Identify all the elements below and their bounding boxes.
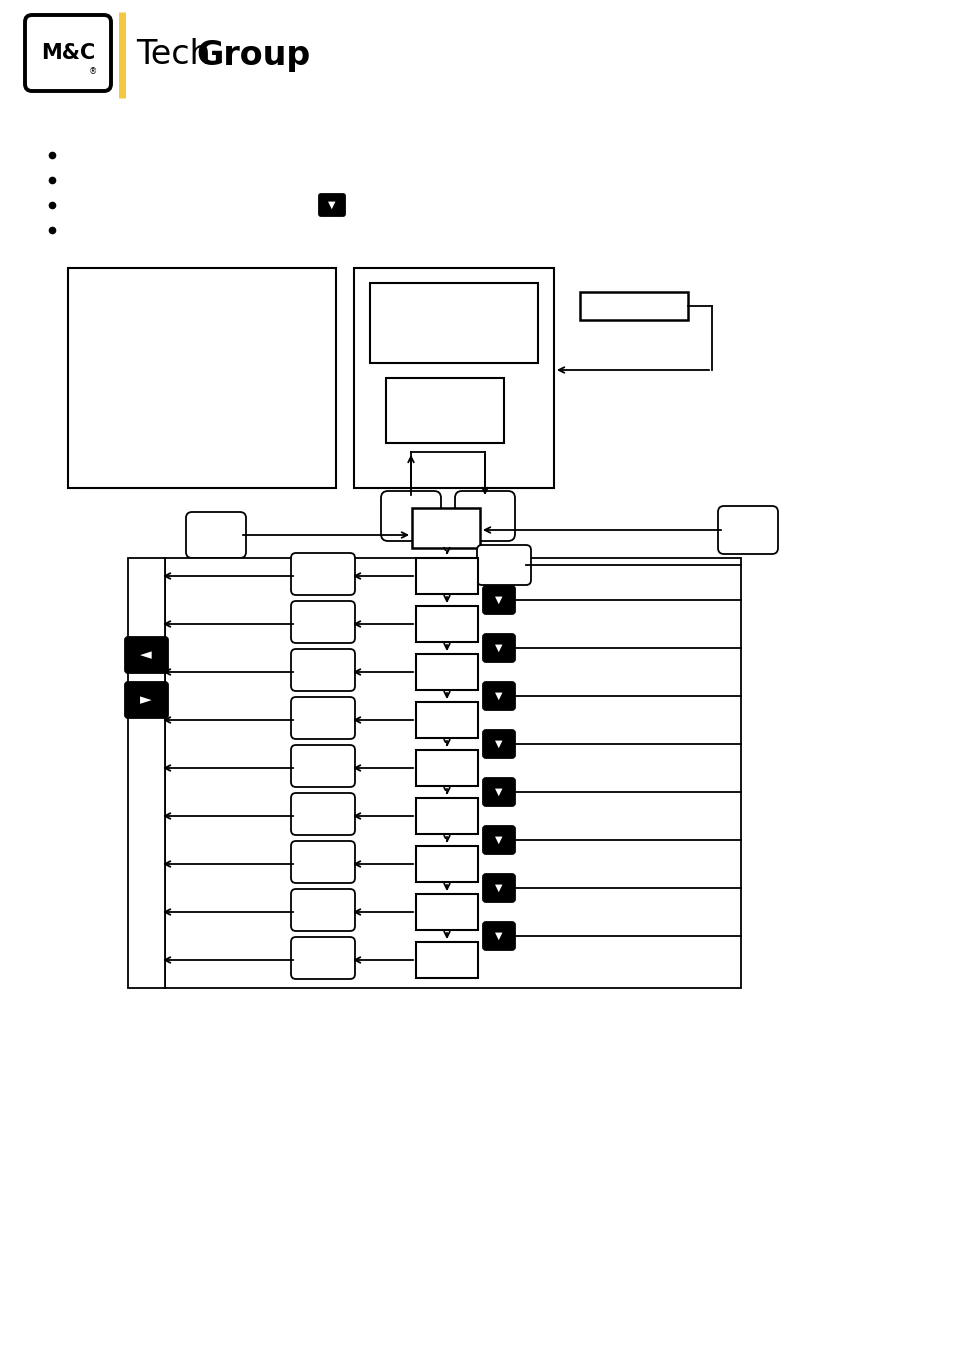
FancyBboxPatch shape bbox=[186, 512, 246, 558]
Text: Group: Group bbox=[195, 39, 310, 72]
Text: ®: ® bbox=[89, 68, 97, 77]
Bar bbox=[412, 508, 479, 548]
Bar bbox=[416, 702, 477, 738]
FancyBboxPatch shape bbox=[476, 545, 531, 585]
FancyBboxPatch shape bbox=[291, 890, 355, 932]
FancyBboxPatch shape bbox=[718, 506, 778, 554]
FancyBboxPatch shape bbox=[380, 491, 440, 541]
Bar bbox=[416, 558, 477, 594]
FancyBboxPatch shape bbox=[482, 873, 515, 902]
FancyBboxPatch shape bbox=[125, 682, 168, 718]
FancyBboxPatch shape bbox=[25, 15, 111, 90]
Bar bbox=[128, 558, 165, 988]
Bar bbox=[416, 942, 477, 977]
Text: ◄: ◄ bbox=[140, 648, 152, 663]
Text: ▼: ▼ bbox=[495, 595, 502, 605]
Text: ▼: ▼ bbox=[495, 836, 502, 845]
Text: ▼: ▼ bbox=[495, 691, 502, 701]
FancyBboxPatch shape bbox=[482, 826, 515, 855]
Bar bbox=[416, 846, 477, 882]
Text: Tech: Tech bbox=[136, 39, 211, 72]
FancyBboxPatch shape bbox=[291, 792, 355, 836]
FancyBboxPatch shape bbox=[291, 745, 355, 787]
FancyBboxPatch shape bbox=[318, 194, 345, 216]
Text: ▼: ▼ bbox=[495, 643, 502, 653]
Text: ▼: ▼ bbox=[495, 883, 502, 892]
Bar bbox=[354, 269, 554, 487]
Text: ▼: ▼ bbox=[495, 738, 502, 749]
Bar bbox=[68, 269, 335, 487]
FancyBboxPatch shape bbox=[482, 682, 515, 710]
FancyBboxPatch shape bbox=[291, 841, 355, 883]
FancyBboxPatch shape bbox=[482, 634, 515, 662]
FancyBboxPatch shape bbox=[125, 637, 168, 674]
Text: ►: ► bbox=[140, 693, 152, 707]
Bar bbox=[165, 558, 740, 988]
Bar bbox=[579, 292, 687, 320]
Bar bbox=[416, 751, 477, 786]
FancyBboxPatch shape bbox=[482, 586, 515, 614]
FancyBboxPatch shape bbox=[482, 922, 515, 950]
FancyBboxPatch shape bbox=[291, 649, 355, 691]
Bar bbox=[416, 653, 477, 690]
Bar bbox=[370, 284, 537, 363]
FancyBboxPatch shape bbox=[291, 554, 355, 595]
Text: ▼: ▼ bbox=[495, 931, 502, 941]
Bar bbox=[416, 894, 477, 930]
Bar bbox=[416, 798, 477, 834]
Text: M&C: M&C bbox=[41, 43, 95, 63]
FancyBboxPatch shape bbox=[482, 778, 515, 806]
FancyBboxPatch shape bbox=[482, 730, 515, 757]
Text: ▼: ▼ bbox=[328, 200, 335, 211]
FancyBboxPatch shape bbox=[291, 601, 355, 643]
Bar bbox=[386, 378, 503, 443]
FancyBboxPatch shape bbox=[291, 697, 355, 738]
Bar bbox=[416, 606, 477, 643]
Text: ▼: ▼ bbox=[495, 787, 502, 796]
FancyBboxPatch shape bbox=[455, 491, 515, 541]
FancyBboxPatch shape bbox=[291, 937, 355, 979]
